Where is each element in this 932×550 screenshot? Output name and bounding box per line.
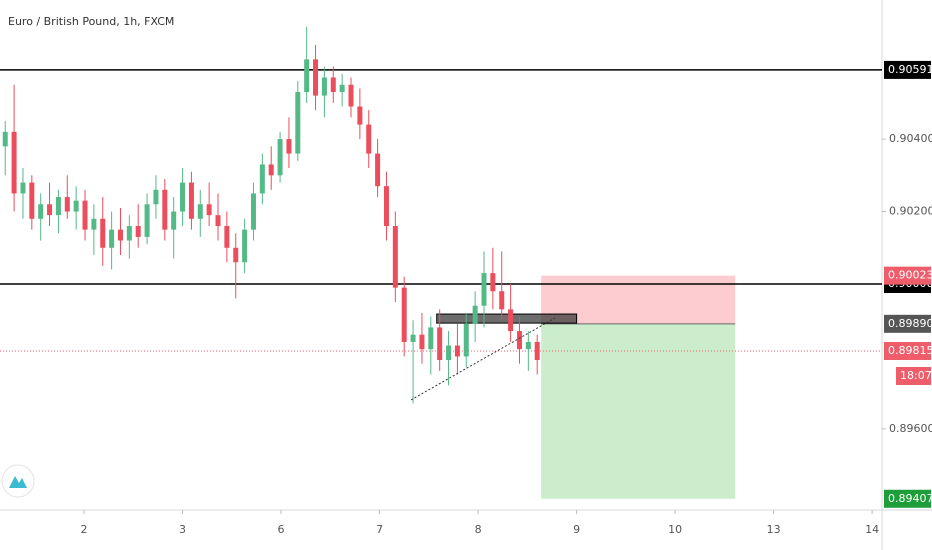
candle-body bbox=[126, 226, 132, 241]
candle-body bbox=[268, 164, 274, 176]
candle-body bbox=[481, 273, 487, 306]
y-tick-label: 0.90200 bbox=[889, 205, 932, 218]
candle-body bbox=[534, 341, 540, 361]
countdown-label: 18:07 bbox=[900, 369, 932, 382]
candle-body bbox=[144, 204, 150, 237]
target-zone bbox=[541, 323, 736, 499]
candle-body bbox=[64, 197, 70, 212]
candle-body bbox=[392, 226, 398, 288]
candle-body bbox=[109, 229, 115, 248]
y-tick-label: 0.90400 bbox=[889, 132, 932, 145]
candle-body bbox=[197, 204, 203, 219]
candle-body bbox=[100, 218, 106, 248]
trendline bbox=[410, 317, 556, 401]
candle-body bbox=[180, 182, 186, 212]
candle-body bbox=[135, 226, 141, 237]
candle-body bbox=[357, 106, 363, 125]
candle-body bbox=[162, 189, 168, 230]
price-label-box bbox=[884, 314, 931, 333]
candle-body bbox=[437, 327, 443, 361]
price-label: 0.90023 bbox=[888, 269, 932, 282]
candle-body bbox=[339, 84, 345, 93]
price-label: 0.89890 bbox=[888, 317, 932, 330]
x-tick-label: 14 bbox=[865, 523, 879, 536]
x-tick-label: 13 bbox=[767, 523, 781, 536]
price-label: 0.89407 bbox=[888, 492, 932, 505]
candle-body bbox=[206, 204, 212, 216]
candle-body bbox=[242, 229, 248, 263]
candle-body bbox=[366, 124, 372, 154]
candle-body bbox=[188, 182, 194, 219]
candle-body bbox=[2, 131, 8, 147]
candle-body bbox=[454, 345, 460, 357]
candle-body bbox=[330, 77, 336, 93]
candle-body bbox=[499, 291, 505, 310]
candle-body bbox=[313, 59, 319, 96]
candle-body bbox=[304, 59, 310, 93]
x-tick-label: 9 bbox=[573, 523, 580, 536]
candle-body bbox=[375, 153, 381, 187]
candle-body bbox=[321, 77, 327, 96]
x-tick-label: 10 bbox=[668, 523, 682, 536]
candle-body bbox=[38, 204, 44, 219]
candle-body bbox=[508, 309, 514, 332]
chart-title: Euro / British Pound, 1h, FXCM bbox=[8, 15, 174, 28]
logo-circle[interactable] bbox=[1, 464, 35, 498]
candle-body bbox=[410, 334, 416, 342]
x-tick-label: 2 bbox=[81, 523, 88, 536]
x-tick-label: 3 bbox=[179, 523, 186, 536]
candle-body bbox=[383, 186, 389, 227]
logo[interactable] bbox=[1, 464, 35, 498]
candle-body bbox=[82, 200, 88, 230]
price-label: 0.89815 bbox=[888, 344, 932, 357]
price-label-box bbox=[884, 489, 931, 508]
x-tick-label: 8 bbox=[475, 523, 482, 536]
candle-body bbox=[73, 200, 79, 212]
x-tick-label: 6 bbox=[278, 523, 285, 536]
candle-body bbox=[295, 92, 301, 154]
candle-body bbox=[472, 305, 478, 324]
candle-body bbox=[446, 345, 452, 361]
candle-body bbox=[47, 204, 53, 216]
candle-body bbox=[11, 131, 17, 194]
candle-body bbox=[55, 197, 61, 216]
candle-body bbox=[224, 226, 230, 248]
candle-body bbox=[428, 327, 434, 350]
candle-body bbox=[171, 211, 177, 230]
candle-body bbox=[401, 287, 407, 342]
price-label-box bbox=[884, 341, 931, 360]
candle-body bbox=[490, 273, 496, 292]
candle-body bbox=[117, 229, 123, 241]
price-label-box bbox=[884, 266, 931, 285]
countdown-box bbox=[896, 366, 931, 385]
y-tick-label: 0.89600 bbox=[889, 422, 932, 435]
candle-body bbox=[348, 84, 354, 107]
candle-body bbox=[259, 164, 265, 194]
candle-body bbox=[91, 218, 97, 230]
price-label-box bbox=[884, 60, 931, 79]
candle-body bbox=[215, 215, 221, 227]
candle-body bbox=[153, 189, 159, 205]
candle-body bbox=[233, 247, 239, 263]
candle-body bbox=[20, 182, 26, 194]
price-label: 0.90591 bbox=[888, 63, 932, 76]
logo-mark[interactable] bbox=[9, 476, 27, 488]
candle-body bbox=[525, 341, 531, 350]
candle-body bbox=[286, 139, 292, 154]
zone-rect bbox=[436, 313, 578, 324]
candle-body bbox=[277, 139, 283, 176]
candle-body bbox=[463, 323, 469, 357]
candle-body bbox=[419, 334, 425, 350]
x-tick-label: 7 bbox=[376, 523, 383, 536]
candle-body bbox=[250, 193, 256, 230]
candle-body bbox=[516, 331, 522, 350]
candle-body bbox=[29, 182, 35, 219]
